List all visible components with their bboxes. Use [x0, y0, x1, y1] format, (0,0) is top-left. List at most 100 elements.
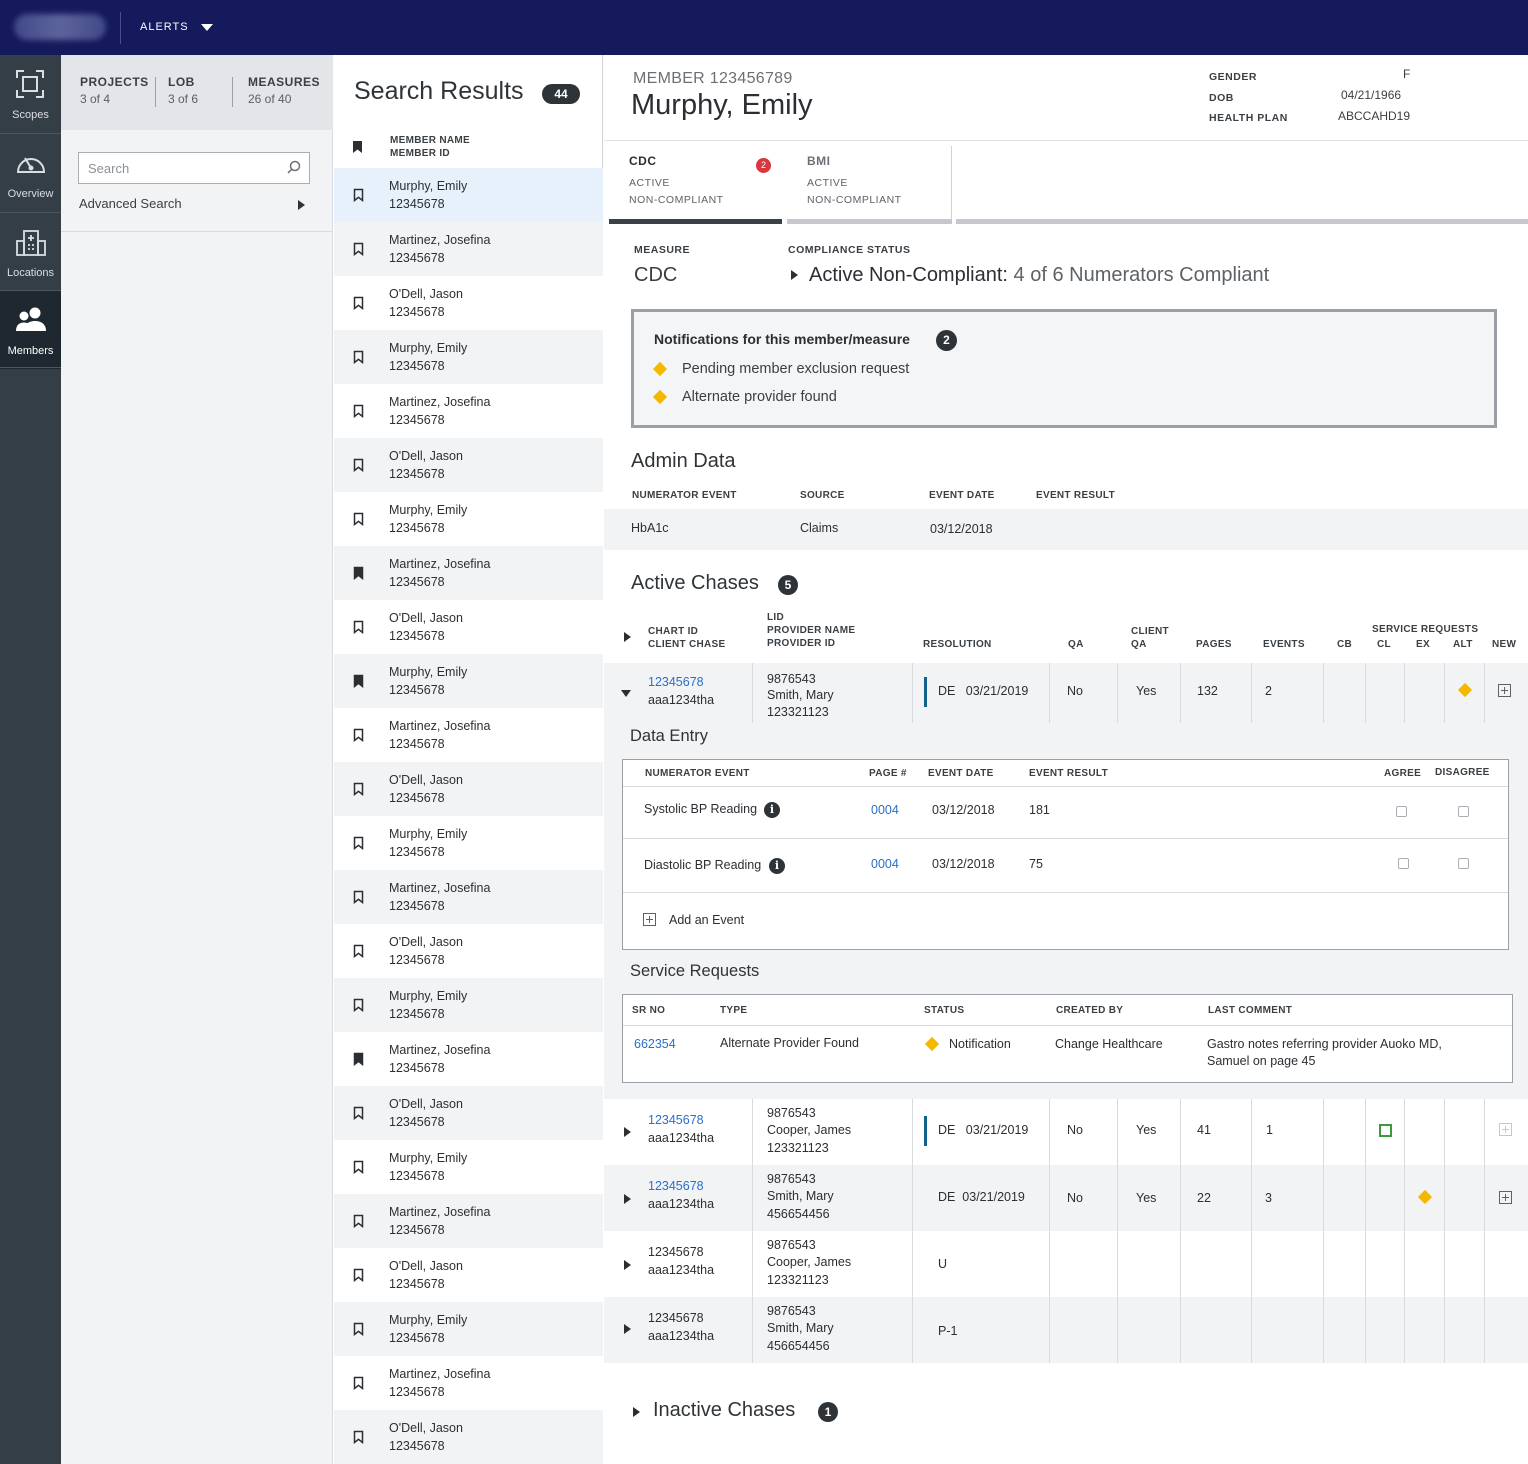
- agree-checkbox[interactable]: [1396, 806, 1407, 817]
- result-row[interactable]: O'Dell, Jason 12345678: [334, 438, 603, 492]
- app-logo[interactable]: [14, 14, 106, 40]
- chart-id-link[interactable]: 12345678: [648, 675, 704, 689]
- search-input[interactable]: [78, 152, 310, 184]
- bookmark-icon[interactable]: [353, 1106, 364, 1120]
- page-link[interactable]: 0004: [871, 857, 899, 871]
- bookmark-icon[interactable]: [353, 944, 364, 958]
- result-row[interactable]: O'Dell, Jason 12345678: [334, 924, 603, 978]
- cl-status-icon[interactable]: [1379, 1124, 1392, 1137]
- result-row[interactable]: Murphy, Emily 12345678: [334, 168, 603, 222]
- result-row[interactable]: Martinez, Josefina 12345678: [334, 546, 603, 600]
- bookmark-icon[interactable]: [353, 1322, 364, 1336]
- bookmark-icon[interactable]: [353, 1268, 364, 1282]
- result-row[interactable]: Murphy, Emily 12345678: [334, 330, 603, 384]
- filter-measures[interactable]: MEASURES 26 of 40: [248, 75, 320, 106]
- notification-item[interactable]: Alternate provider found: [682, 389, 837, 405]
- bookmark-icon[interactable]: [353, 1160, 364, 1174]
- add-event-link[interactable]: Add an Event: [669, 913, 745, 927]
- info-icon[interactable]: i: [764, 802, 780, 818]
- result-row[interactable]: Martinez, Josefina 12345678: [334, 384, 603, 438]
- chevron-down-icon[interactable]: [201, 24, 213, 31]
- bookmark-icon[interactable]: [353, 350, 364, 364]
- sr-number-link[interactable]: 662354: [634, 1037, 676, 1051]
- filter-lob[interactable]: LOB 3 of 6: [168, 75, 198, 106]
- info-icon[interactable]: i: [769, 858, 785, 874]
- result-row[interactable]: Murphy, Emily 12345678: [334, 978, 603, 1032]
- bookmark-icon[interactable]: [353, 836, 364, 850]
- filter-summary[interactable]: PROJECTS 3 of 4 LOB 3 of 6 MEASURES 26 o…: [61, 55, 333, 130]
- filter-projects[interactable]: PROJECTS 3 of 4: [80, 75, 149, 106]
- chase-row[interactable]: [604, 1099, 1528, 1165]
- bookmark-icon[interactable]: [353, 1214, 364, 1228]
- bookmark-icon[interactable]: [353, 1430, 364, 1444]
- result-row[interactable]: O'Dell, Jason 12345678: [334, 1248, 603, 1302]
- chase-row[interactable]: [604, 1297, 1528, 1363]
- nav-item-members[interactable]: Members: [0, 291, 61, 369]
- add-new-icon[interactable]: [1499, 1123, 1512, 1136]
- result-row[interactable]: O'Dell, Jason 12345678: [334, 762, 603, 816]
- bookmark-filled-icon[interactable]: [353, 1052, 364, 1066]
- bookmark-filled-icon[interactable]: [352, 140, 363, 154]
- result-row[interactable]: Martinez, Josefina 12345678: [334, 1356, 603, 1410]
- bookmark-icon[interactable]: [353, 296, 364, 310]
- collapse-caret-icon[interactable]: [621, 690, 631, 697]
- expand-caret-icon[interactable]: [624, 1127, 631, 1137]
- chart-id-link[interactable]: 12345678: [648, 1179, 704, 1193]
- bookmark-icon[interactable]: [353, 728, 364, 742]
- expand-all-caret-icon[interactable]: [624, 632, 631, 642]
- result-row[interactable]: Murphy, Emily 12345678: [334, 492, 603, 546]
- nav-item-locations[interactable]: Locations: [0, 213, 61, 291]
- disagree-checkbox[interactable]: [1458, 806, 1469, 817]
- bookmark-icon[interactable]: [353, 998, 364, 1012]
- expand-caret-icon[interactable]: [624, 1194, 631, 1204]
- tab-bmi[interactable]: BMI ACTIVE NON-COMPLIANT: [787, 146, 952, 224]
- notification-item[interactable]: Pending member exclusion request: [682, 361, 910, 377]
- add-new-icon[interactable]: [1499, 1191, 1512, 1204]
- bookmark-icon[interactable]: [353, 1376, 364, 1390]
- bookmark-icon[interactable]: [353, 512, 364, 526]
- nav-item-scopes[interactable]: Scopes: [0, 55, 61, 133]
- bookmark-icon[interactable]: [353, 782, 364, 796]
- bookmark-icon[interactable]: [353, 242, 364, 256]
- result-row[interactable]: Murphy, Emily 12345678: [334, 654, 603, 708]
- chase-row[interactable]: [604, 1165, 1528, 1231]
- expand-caret-icon[interactable]: [624, 1324, 631, 1334]
- bookmark-filled-icon[interactable]: [353, 674, 364, 688]
- alerts-menu-label[interactable]: ALERTS: [140, 21, 189, 33]
- search-icon[interactable]: [287, 160, 301, 174]
- nav-item-overview[interactable]: Overview: [0, 134, 61, 212]
- caret-right-icon[interactable]: [791, 270, 798, 280]
- caret-right-icon[interactable]: [298, 200, 305, 210]
- bookmark-icon[interactable]: [353, 188, 364, 202]
- bookmark-filled-icon[interactable]: [353, 566, 364, 580]
- expand-inactive-caret-icon[interactable]: [633, 1407, 640, 1417]
- agree-checkbox[interactable]: [1398, 858, 1409, 869]
- result-row[interactable]: Martinez, Josefina 12345678: [334, 708, 603, 762]
- result-row[interactable]: Martinez, Josefina 12345678: [334, 222, 603, 276]
- result-row[interactable]: Murphy, Emily 12345678: [334, 1140, 603, 1194]
- add-event-icon[interactable]: [643, 913, 656, 926]
- chase-row-expanded[interactable]: [604, 663, 1528, 723]
- result-row[interactable]: Murphy, Emily 12345678: [334, 1302, 603, 1356]
- page-link[interactable]: 0004: [871, 803, 899, 817]
- advanced-search-link[interactable]: Advanced Search: [79, 196, 182, 211]
- chart-id-link[interactable]: 12345678: [648, 1113, 704, 1127]
- result-row[interactable]: O'Dell, Jason 12345678: [334, 1410, 603, 1464]
- disagree-checkbox[interactable]: [1458, 858, 1469, 869]
- result-row[interactable]: Murphy, Emily 12345678: [334, 816, 603, 870]
- result-row[interactable]: O'Dell, Jason 12345678: [334, 276, 603, 330]
- bookmark-icon[interactable]: [353, 458, 364, 472]
- tab-cdc[interactable]: CDC ACTIVE NON-COMPLIANT: [609, 146, 782, 224]
- expand-caret-icon[interactable]: [624, 1260, 631, 1270]
- result-row[interactable]: Martinez, Josefina 12345678: [334, 1032, 603, 1086]
- result-row[interactable]: Martinez, Josefina 12345678: [334, 870, 603, 924]
- bookmark-icon[interactable]: [353, 404, 364, 418]
- bookmark-icon[interactable]: [353, 620, 364, 634]
- add-new-icon[interactable]: [1498, 684, 1511, 697]
- result-row[interactable]: Martinez, Josefina 12345678: [334, 1194, 603, 1248]
- compliance-status[interactable]: Active Non-Compliant: 4 of 6 Numerators …: [809, 264, 1269, 287]
- result-row[interactable]: O'Dell, Jason 12345678: [334, 1086, 603, 1140]
- chase-row[interactable]: [604, 1231, 1528, 1297]
- inactive-chases-title[interactable]: Inactive Chases: [653, 1399, 796, 1421]
- result-row[interactable]: O'Dell, Jason 12345678: [334, 600, 603, 654]
